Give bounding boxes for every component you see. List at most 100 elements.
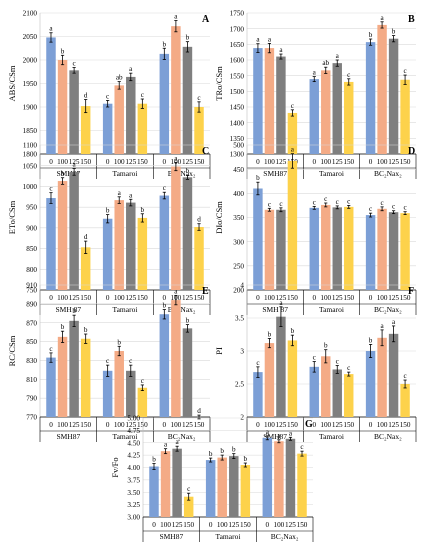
x-tick-label: 125 — [388, 158, 399, 166]
x-tick-label: 150 — [343, 294, 354, 302]
significance-letter: c — [106, 92, 109, 100]
x-tick-label: 150 — [240, 521, 251, 529]
bar — [182, 177, 193, 290]
bar — [287, 112, 298, 154]
y-tick-label: 1400 — [230, 119, 245, 127]
significance-letter: c — [256, 359, 259, 367]
bar — [182, 46, 193, 155]
bar — [217, 457, 227, 517]
bar — [388, 38, 399, 155]
significance-letter: c — [300, 443, 303, 451]
y-tick-label: 250 — [233, 262, 244, 270]
group-label: SMH 87 — [262, 305, 288, 314]
bar — [159, 53, 170, 154]
y-tick-label: 3.5 — [235, 315, 244, 323]
bar — [309, 366, 319, 417]
x-tick-label: 0 — [266, 521, 270, 529]
bar — [332, 207, 342, 290]
significance-letter: d — [84, 91, 88, 99]
y-tick-label: 1550 — [230, 72, 245, 80]
significance-letter: c — [313, 198, 316, 206]
group-label: BC₂Nax₂ — [168, 169, 196, 178]
significance-letter: b — [186, 167, 190, 175]
x-tick-label: 100 — [264, 294, 275, 302]
x-tick-label: 150 — [287, 294, 298, 302]
x-tick-label: 125 — [182, 158, 193, 166]
panel-f: 22.533.54PIFc0b100a125b150SMH87c0b100c12… — [214, 282, 417, 442]
y-tick-label: 1650 — [230, 41, 245, 49]
bar — [102, 103, 113, 154]
y-tick-label: 910 — [26, 282, 37, 290]
y-tick-label: 500 — [233, 142, 244, 150]
significance-letter: a — [176, 438, 180, 446]
panel-d: 200250300350400450500DIo/CSmDb0c100c125a… — [214, 142, 417, 315]
x-tick-label: 125 — [276, 294, 287, 302]
y-tick-label: 350 — [233, 214, 244, 222]
significance-letter: b — [256, 174, 260, 182]
x-tick-label: 0 — [369, 158, 373, 166]
bar — [229, 456, 239, 517]
y-tick-label: 890 — [26, 300, 37, 308]
significance-letter: c — [403, 204, 406, 212]
x-tick-label: 0 — [49, 421, 53, 429]
significance-letter: c — [313, 354, 316, 362]
x-tick-label: 125 — [228, 521, 239, 529]
significance-letter: b — [268, 330, 272, 338]
bar — [365, 215, 376, 290]
significance-letter: b — [84, 326, 88, 334]
bar — [377, 24, 387, 155]
group-label: Tamaroi — [113, 305, 138, 314]
bar — [171, 300, 181, 417]
x-tick-label: 100 — [320, 158, 331, 166]
significance-letter: b — [291, 327, 295, 335]
significance-letter: c — [141, 377, 144, 385]
group-label: BC₂Nax₂ — [168, 305, 196, 314]
bar — [80, 338, 91, 417]
group-label: SMH87 — [56, 169, 80, 178]
significance-letter: a — [118, 189, 122, 197]
y-tick-label: 450 — [233, 166, 244, 174]
bar — [287, 340, 298, 417]
x-tick-label: 100 — [273, 521, 284, 529]
y-axis-label: TRo/CSm — [214, 66, 224, 101]
significance-letter: a — [174, 154, 178, 162]
bar — [377, 208, 387, 290]
x-tick-label: 150 — [194, 421, 205, 429]
bar — [114, 351, 124, 417]
x-tick-label: 100 — [114, 421, 125, 429]
bar — [80, 247, 91, 290]
y-tick-label: 1600 — [230, 57, 245, 65]
x-tick-label: 150 — [137, 421, 148, 429]
x-tick-label: 100 — [264, 421, 275, 429]
x-tick-label: 0 — [209, 521, 213, 529]
group-label: Tamaroi — [319, 432, 344, 441]
group-label: Tamaroi — [113, 169, 138, 178]
significance-letter: b — [324, 342, 328, 350]
y-tick-label: 3.75 — [127, 476, 140, 484]
x-tick-label: 0 — [312, 421, 316, 429]
x-tick-label: 150 — [137, 294, 148, 302]
panel-letter: C — [202, 146, 209, 157]
bar — [344, 206, 354, 290]
significance-letter: b — [369, 336, 373, 344]
x-tick-label: 150 — [400, 158, 411, 166]
significance-letter: c — [324, 195, 327, 203]
significance-letter: c — [347, 71, 350, 79]
bar — [276, 316, 286, 417]
x-tick-label: 100 — [170, 421, 181, 429]
x-tick-label: 0 — [152, 521, 156, 529]
significance-letter: a — [268, 35, 272, 43]
bar — [344, 81, 354, 154]
x-tick-label: 100 — [114, 294, 125, 302]
significance-letter: c — [163, 184, 166, 192]
significance-letter: b — [220, 447, 224, 455]
y-tick-label: 1300 — [230, 151, 245, 159]
significance-letter: b — [106, 207, 110, 215]
significance-letter: b — [141, 206, 145, 214]
x-tick-label: 0 — [106, 294, 110, 302]
significance-letter: b — [61, 323, 65, 331]
bar — [276, 209, 286, 290]
x-tick-label: 150 — [343, 158, 354, 166]
bar — [137, 217, 148, 290]
